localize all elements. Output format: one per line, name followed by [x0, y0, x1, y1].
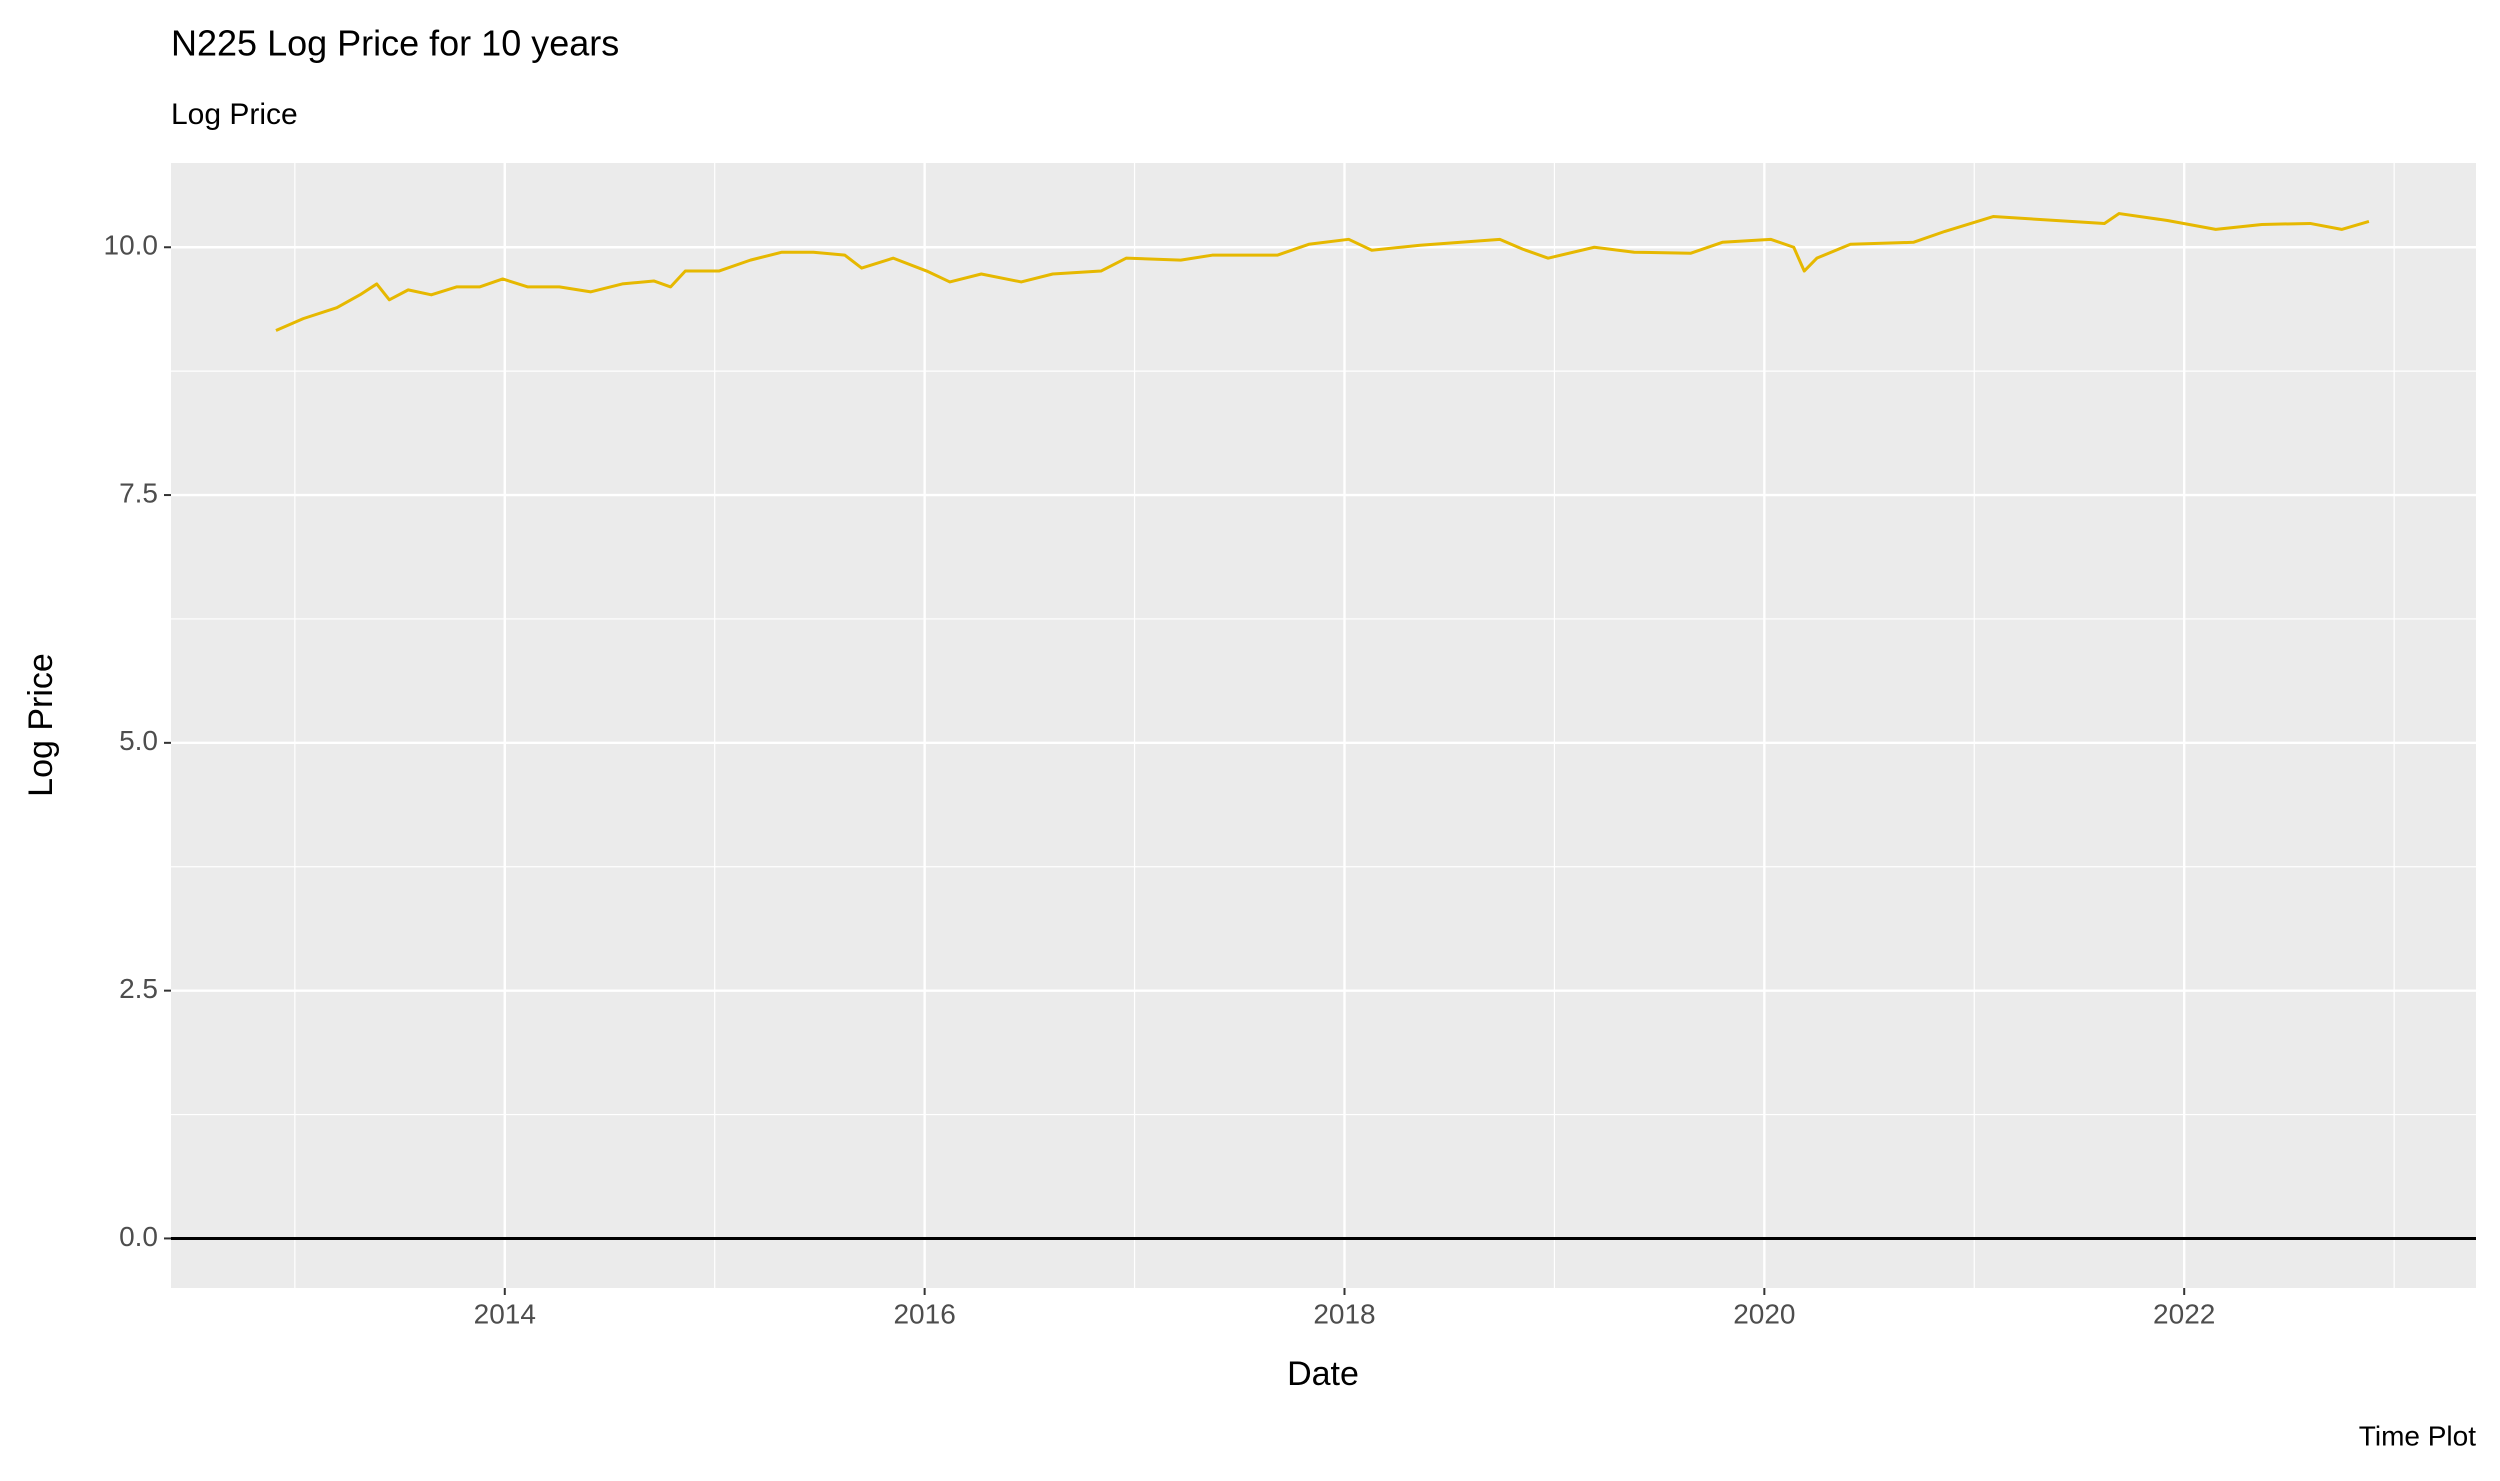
x-tick-label: 2018 [1313, 1298, 1375, 1329]
x-axis-label: Date [1287, 1355, 1359, 1393]
caption: Time Plot [2359, 1420, 2476, 1451]
chart-title: N225 Log Price for 10 years [171, 23, 619, 64]
y-axis-label: Log Price [22, 653, 60, 797]
y-tick-label: 10.0 [104, 230, 159, 261]
y-tick-label: 0.0 [119, 1221, 158, 1252]
x-tick-label: 2014 [474, 1298, 536, 1329]
y-tick-label: 5.0 [119, 725, 158, 756]
y-tick-label: 7.5 [119, 477, 158, 508]
data-line [275, 212, 2370, 332]
x-tick-label: 2020 [1733, 1298, 1795, 1329]
chart-subtitle: Log Price [171, 98, 298, 131]
x-tick-label: 2016 [893, 1298, 955, 1329]
x-tick-label: 2022 [2153, 1298, 2215, 1329]
y-tick-label: 2.5 [119, 973, 158, 1004]
plot-background [171, 163, 2476, 1288]
